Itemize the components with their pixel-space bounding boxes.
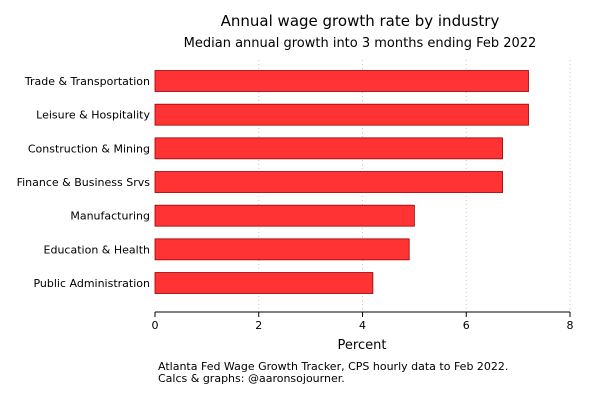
category-label: Leisure & Hospitality: [36, 109, 150, 122]
credit-note: Calcs & graphs: @aaronsojourner.: [158, 372, 345, 385]
x-tick-label: 4: [359, 319, 366, 332]
bar: [154, 103, 529, 126]
bar: [154, 137, 503, 160]
category-label: Public Administration: [33, 277, 150, 290]
x-tick-label: 6: [463, 319, 470, 332]
chart-subtitle: Median annual growth into 3 months endin…: [183, 36, 537, 51]
bar: [154, 171, 503, 193]
x-tick-label: 8: [567, 319, 574, 332]
bar: [154, 204, 415, 227]
category-label: Trade & Transportation: [24, 75, 150, 88]
source-note: Atlanta Fed Wage Growth Tracker, CPS hou…: [158, 360, 509, 373]
chart-title: Annual wage growth rate by industry: [220, 12, 500, 30]
x-tick-label: 2: [255, 319, 262, 332]
bar: [154, 272, 374, 294]
bar: [154, 238, 410, 261]
x-axis: 0 2 4 6 8: [152, 311, 574, 332]
category-label: Education & Health: [44, 243, 150, 256]
category-label: Finance & Business Srvs: [17, 176, 151, 189]
bars: [154, 70, 529, 294]
category-labels: Trade & Transportation Leisure & Hospital…: [17, 75, 151, 290]
x-tick-label: 0: [152, 319, 159, 332]
category-label: Construction & Mining: [28, 142, 150, 155]
x-axis-label: Percent: [338, 338, 387, 353]
bar: [154, 70, 529, 92]
category-label: Manufacturing: [70, 210, 150, 223]
